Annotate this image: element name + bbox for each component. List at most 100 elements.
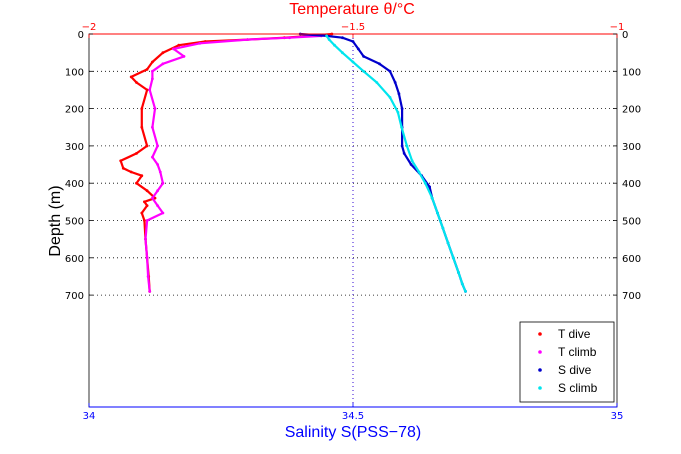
data-point-s-climb [325, 34, 328, 38]
y-tick-label-left: 400 [65, 179, 84, 190]
data-point-t-climb [148, 88, 152, 92]
legend-box [519, 321, 615, 403]
data-point-s-dive [378, 62, 381, 66]
y-tick-label-left: 100 [65, 67, 84, 78]
data-point-t-dive [145, 204, 149, 208]
legend-marker-t-climb [538, 350, 542, 354]
y-axis-title: Depth (m) [47, 185, 64, 256]
data-point-t-climb [158, 170, 162, 174]
top-axis-title: Temperature θ/°C [289, 1, 415, 18]
legend-marker-s-climb [538, 386, 542, 390]
data-point-s-climb [341, 51, 344, 55]
data-point-s-dive [362, 55, 365, 58]
data-point-s-dive [356, 47, 360, 51]
series-s-climb [325, 34, 467, 293]
data-point-s-climb [362, 69, 365, 73]
y-tick-label-left: 0 [78, 30, 84, 41]
legend-label-s-climb: S climb [558, 381, 598, 395]
data-point-t-climb [156, 189, 160, 193]
legend: T dive T climb S dive S climb [519, 321, 615, 403]
data-point-s-climb [417, 170, 421, 174]
data-point-t-climb [145, 256, 149, 260]
data-point-t-climb [153, 107, 157, 110]
y-tick-label-right: 200 [622, 105, 641, 116]
data-point-t-climb [151, 125, 154, 129]
legend-marker-s-dive [538, 368, 542, 372]
data-point-s-climb [451, 256, 455, 260]
data-point-t-dive [119, 159, 123, 163]
grid-lines [89, 34, 617, 407]
data-point-s-dive [388, 69, 392, 73]
data-point-s-dive [397, 92, 401, 96]
y-tick-label-left: 500 [65, 217, 84, 228]
data-point-s-dive [409, 163, 413, 166]
data-point-s-dive [393, 81, 397, 84]
data-point-t-climb [148, 290, 152, 293]
data-point-t-dive [143, 219, 146, 222]
data-point-t-climb [146, 275, 150, 278]
data-point-t-climb [161, 211, 165, 215]
data-point-t-climb [198, 41, 202, 45]
y-tick-label-left: 300 [65, 142, 84, 153]
data-point-t-dive [140, 174, 144, 178]
data-point-s-climb [351, 60, 355, 64]
data-point-s-dive [351, 40, 355, 43]
y-tick-label-left: 200 [65, 105, 84, 116]
data-point-t-climb [161, 181, 165, 185]
data-point-t-dive [177, 43, 181, 47]
y-tick-label-right: 400 [622, 179, 641, 190]
legend-marker-t-dive [538, 332, 542, 336]
data-point-t-dive [129, 75, 133, 79]
data-point-t-climb [144, 237, 147, 241]
y-tick-label-right: 700 [622, 291, 641, 302]
axis-ticks: 0 0 100 100 200 200 300 300 400 400 500 500 600 600 70… [65, 22, 641, 422]
data-point-s-dive [400, 144, 404, 148]
data-point-t-climb [156, 163, 160, 166]
data-point-s-climb [423, 181, 427, 185]
top-tick-label: −1 [610, 22, 625, 33]
data-point-s-climb [457, 271, 460, 275]
data-point-t-climb [156, 144, 160, 148]
bottom-tick-label: 34.5 [342, 411, 364, 422]
data-point-s-dive [400, 107, 404, 110]
data-series [119, 32, 467, 293]
data-point-s-climb [436, 211, 439, 215]
series-t-climb [144, 34, 323, 293]
data-point-s-climb [375, 81, 379, 84]
data-point-t-climb [151, 77, 154, 81]
data-point-t-climb [145, 219, 149, 222]
legend-items: T dive T climb S dive S climb [538, 327, 598, 395]
data-point-t-climb [161, 62, 165, 66]
data-point-t-dive [145, 88, 149, 92]
data-point-t-climb [151, 155, 154, 159]
data-point-s-climb [410, 159, 414, 163]
data-point-s-climb [430, 196, 434, 200]
data-point-t-dive [140, 211, 144, 215]
data-point-s-climb [400, 125, 403, 129]
data-point-t-dive [140, 107, 144, 110]
data-point-s-climb [460, 282, 464, 286]
data-point-s-climb [388, 96, 392, 99]
data-point-t-dive [145, 68, 149, 71]
data-point-t-dive [153, 196, 157, 200]
data-point-t-dive [145, 144, 149, 148]
data-point-s-dive [402, 152, 406, 155]
legend-label-s-dive: S dive [558, 363, 592, 377]
data-point-s-dive [341, 36, 344, 40]
data-point-t-climb [151, 69, 154, 73]
data-point-s-climb [446, 241, 450, 245]
data-point-t-dive [135, 81, 138, 84]
top-tick-label: −2 [82, 22, 97, 33]
data-point-s-climb [327, 38, 331, 41]
y-tick-label-left: 600 [65, 254, 84, 265]
data-point-t-dive [161, 51, 165, 55]
data-point-t-dive [135, 152, 138, 155]
series-line-t-climb [144, 34, 323, 293]
data-point-s-climb [405, 144, 409, 148]
data-point-t-dive [140, 125, 144, 129]
y-tick-label-right: 600 [622, 254, 641, 265]
data-point-t-dive [151, 60, 154, 64]
data-point-t-climb [151, 196, 154, 200]
y-tick-label-right: 500 [622, 217, 641, 228]
